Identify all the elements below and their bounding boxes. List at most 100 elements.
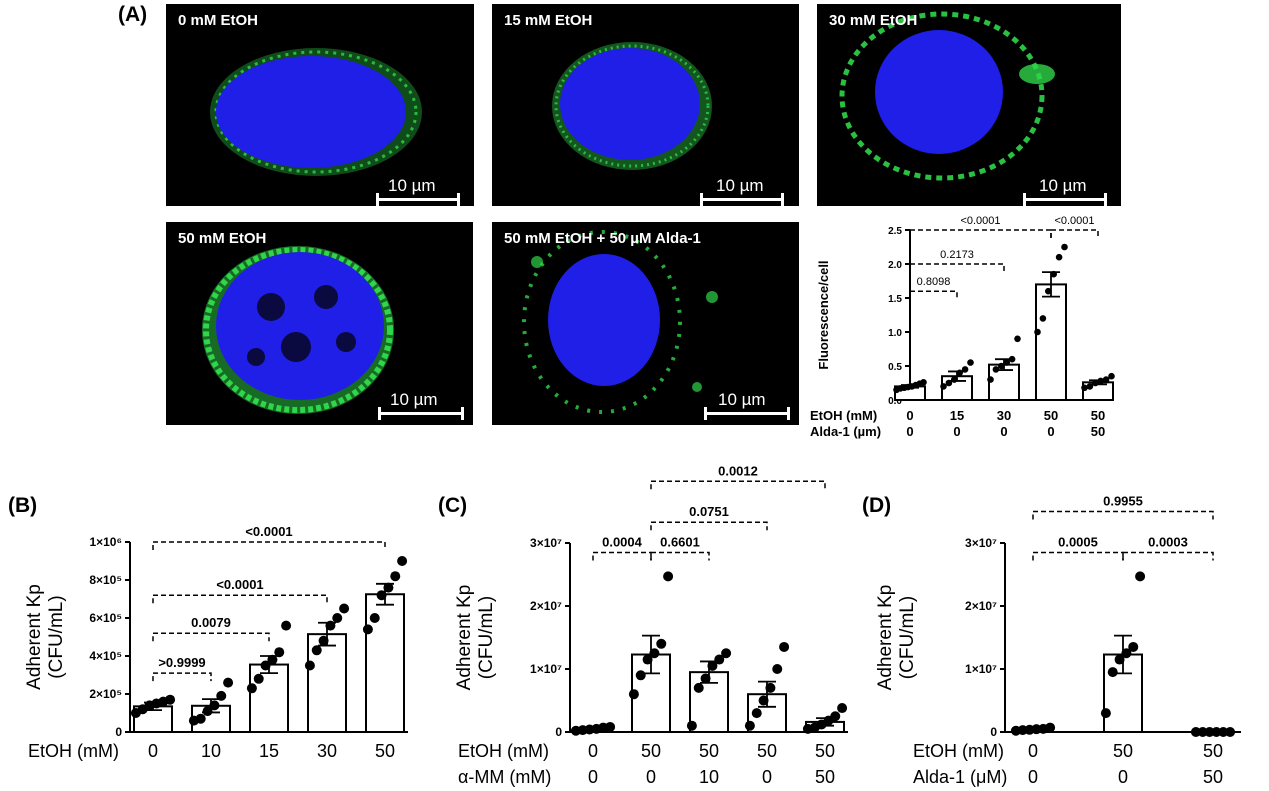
data-point <box>195 713 206 724</box>
scale-bar <box>704 407 790 420</box>
data-point <box>1014 335 1021 343</box>
x-tick-label: 50 <box>1091 408 1105 423</box>
data-point <box>274 647 285 658</box>
data-point <box>649 648 660 659</box>
data-point <box>216 690 227 701</box>
panel-letter-d: (D) <box>862 494 892 517</box>
data-point <box>605 721 616 732</box>
y-tick-label: 2.5 <box>888 226 902 237</box>
scale-label: 10 µm <box>388 176 436 195</box>
x-tick-label-row2: 0 <box>906 424 913 439</box>
y-tick-label: 2×10⁵ <box>89 687 122 701</box>
data-point <box>707 660 718 671</box>
data-point <box>1003 359 1010 366</box>
data-point <box>837 703 848 714</box>
x-tick-label: 50 <box>699 741 719 761</box>
data-point <box>1092 379 1099 387</box>
x-tick-label-row2: 0 <box>646 767 656 787</box>
data-point <box>1100 708 1111 719</box>
x-tick-label-row2: 0 <box>1118 767 1128 787</box>
data-point <box>1204 727 1215 737</box>
y-axis-label-units: (CFU/mL) <box>476 596 497 679</box>
data-point <box>656 638 667 649</box>
x-tick-label: 0 <box>906 408 913 423</box>
micrograph-0mm: 0 mM EtOH 10 µm <box>166 4 474 206</box>
x-tick-label: 50 <box>1044 408 1058 423</box>
x-tick-label-row2: 0 <box>588 767 598 787</box>
x-tick-label: 50 <box>641 741 661 761</box>
significance-bracket <box>152 632 270 642</box>
chart-c: 0 1×10⁷ 2×10⁷ 3×10⁷ Adherent Kp (CFU/mL) 0 0 50 0… <box>454 463 848 787</box>
p-value-label: <0.0001 <box>216 577 263 592</box>
cell-image <box>522 230 718 414</box>
micrograph-label: 15 mM EtOH <box>504 12 593 29</box>
p-value-label: 0.0005 <box>1058 534 1098 549</box>
x-tick-label-row2: 0 <box>1047 424 1054 439</box>
y-tick-label: 0 <box>115 725 122 739</box>
data-point <box>325 620 336 631</box>
x-row-label: EtOH (mM) <box>913 741 1004 761</box>
y-tick-label: 0 <box>990 725 997 739</box>
data-point <box>165 694 176 705</box>
y-axis-label: Fluorescence/cell <box>816 260 831 369</box>
data-point <box>253 673 264 684</box>
data-point <box>383 582 394 593</box>
data-point <box>772 664 783 674</box>
micrograph-label: 50 mM EtOH + 50 µM Alda-1 <box>504 230 701 247</box>
data-point <box>945 379 953 387</box>
significance-bracket <box>909 229 1052 238</box>
micrograph-50mm-alda1: 50 mM EtOH + 50 µM Alda-1 10 µm <box>492 222 799 425</box>
data-point <box>1135 571 1146 582</box>
x-row-label: α-MM (mM) <box>458 767 551 787</box>
data-point <box>1045 287 1052 295</box>
p-value-label: 0.9955 <box>1103 494 1143 509</box>
significance-bracket <box>1032 551 1124 561</box>
panel-letter-b: (B) <box>8 494 38 517</box>
significance-bracket <box>152 541 386 550</box>
x-tick-label-row2: 0 <box>1000 424 1007 439</box>
data-point <box>397 556 408 566</box>
data-point <box>1108 372 1115 380</box>
data-point <box>758 695 769 706</box>
data-point <box>744 720 755 731</box>
x-tick-label: 30 <box>997 408 1011 423</box>
y-tick-label: 1.5 <box>888 294 902 305</box>
significance-bracket <box>1050 229 1099 238</box>
y-tick-label: 0 <box>555 725 562 739</box>
micrograph-label: 30 mM EtOH <box>829 12 918 29</box>
x-row-label: EtOH (mM) <box>810 408 877 423</box>
data-point <box>920 379 927 386</box>
x-tick-label: 50 <box>815 741 835 761</box>
micrograph-30mm: 30 mM EtOH 10 µm <box>817 4 1121 206</box>
data-point <box>686 720 697 731</box>
y-tick-label: 2.0 <box>888 260 902 271</box>
data-point <box>700 673 711 684</box>
x-row-label: Alda-1 (µm) <box>810 424 881 439</box>
x-tick-label: 50 <box>1203 741 1223 761</box>
data-point <box>1211 727 1222 737</box>
data-point <box>693 682 704 693</box>
cell-image <box>202 246 394 414</box>
p-value-label: 0.0003 <box>1148 534 1188 549</box>
data-point <box>642 654 653 665</box>
x-tick-label-row2: 0 <box>953 424 960 439</box>
x-tick-label: 50 <box>757 741 777 761</box>
cell-image <box>210 48 422 176</box>
data-point <box>202 706 213 717</box>
data-point <box>223 677 234 688</box>
significance-bracket <box>1122 551 1214 561</box>
data-point <box>362 624 373 635</box>
bar <box>1103 653 1143 733</box>
data-point <box>1225 727 1236 737</box>
significance-bracket <box>650 551 710 561</box>
p-value-label: 0.0751 <box>689 504 729 519</box>
chart-a-inset: 0.00.51.01.52.02.5Fluorescence/cell00150… <box>810 215 1115 439</box>
scale-bar <box>378 407 464 420</box>
x-tick-label: 0 <box>588 741 598 761</box>
x-tick-label: 0 <box>1028 741 1038 761</box>
p-value-label: <0.0001 <box>245 524 292 539</box>
data-point <box>1034 328 1041 336</box>
data-point <box>318 635 329 646</box>
chart-d: 0 1×10⁷ 2×10⁷ 3×10⁷ Adherent Kp (CFU/mL) 0 0 50 0… <box>875 494 1241 787</box>
data-point <box>998 362 1005 370</box>
